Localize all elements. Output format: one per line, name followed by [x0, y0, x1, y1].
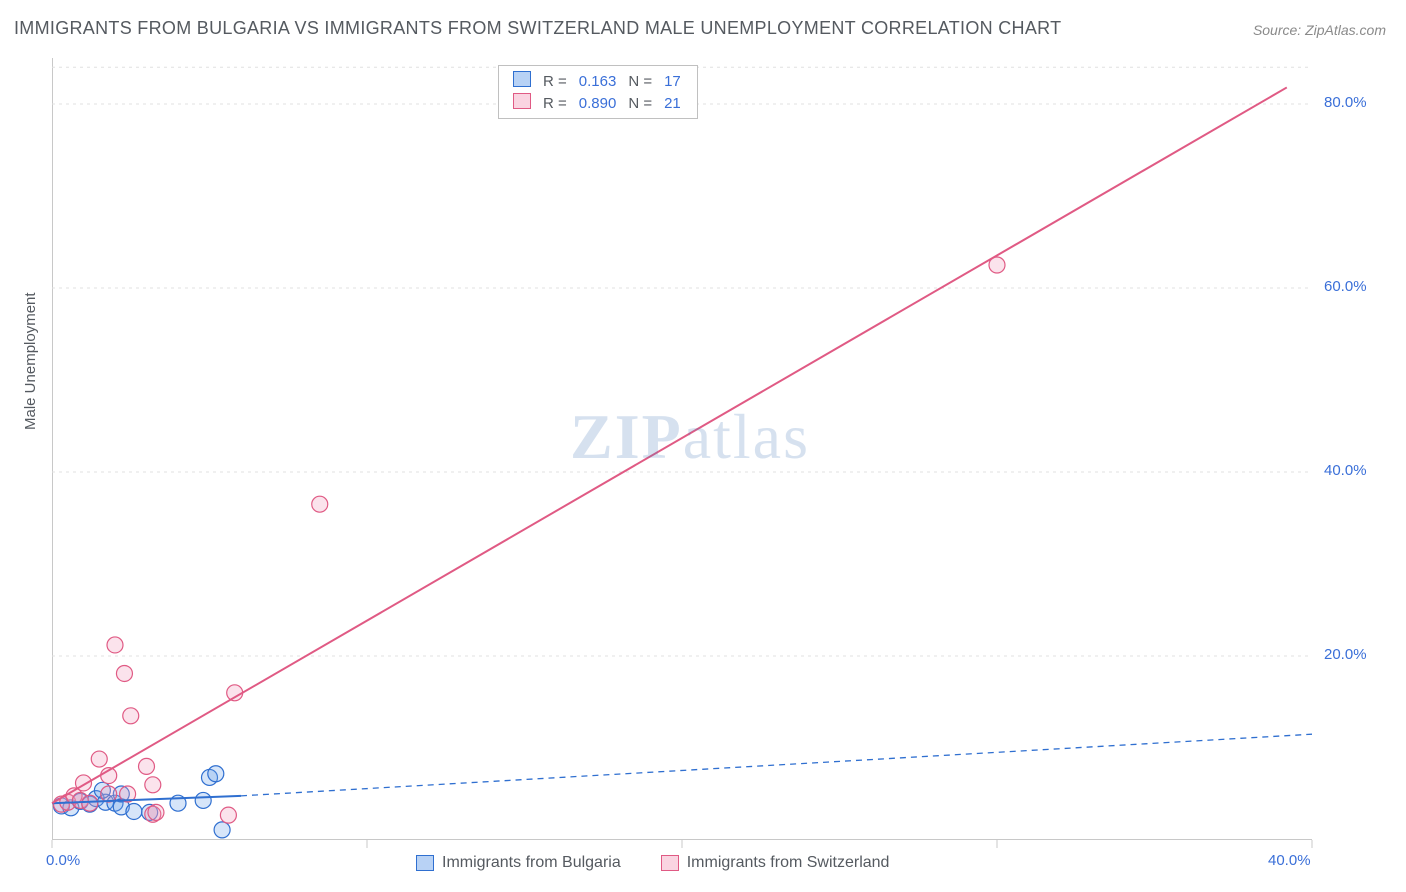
legend-swatch — [513, 93, 531, 109]
legend-swatch — [416, 855, 434, 871]
legend-r-label: R = — [537, 92, 573, 114]
legend-series-label: Immigrants from Bulgaria — [442, 854, 621, 871]
legend-n-value: 17 — [658, 70, 687, 92]
legend-n-value: 21 — [658, 92, 687, 114]
y-axis-label: Male Unemployment — [22, 292, 39, 430]
legend-n-label: N = — [622, 92, 658, 114]
source-attribution: Source: ZipAtlas.com — [1253, 22, 1386, 38]
correlation-scatter-chart — [52, 58, 1312, 840]
legend-swatch — [513, 71, 531, 87]
legend-series: Immigrants from Bulgaria Immigrants from … — [416, 854, 889, 872]
legend-stats-box: R =0.163N =17 R =0.890N =21 — [498, 65, 698, 119]
legend-r-value: 0.163 — [573, 70, 623, 92]
legend-series-label: Immigrants from Switzerland — [687, 854, 890, 871]
x-tick-label: 0.0% — [46, 852, 80, 869]
y-tick-label: 80.0% — [1324, 94, 1367, 111]
legend-r-label: R = — [537, 70, 573, 92]
legend-r-value: 0.890 — [573, 92, 623, 114]
y-tick-label: 40.0% — [1324, 462, 1367, 479]
y-tick-label: 60.0% — [1324, 278, 1367, 295]
x-tick-label: 40.0% — [1268, 852, 1311, 869]
legend-n-label: N = — [622, 70, 658, 92]
legend-swatch — [661, 855, 679, 871]
y-tick-label: 20.0% — [1324, 646, 1367, 663]
chart-title: IMMIGRANTS FROM BULGARIA VS IMMIGRANTS F… — [14, 18, 1061, 39]
legend-stats-table: R =0.163N =17 R =0.890N =21 — [507, 70, 687, 114]
